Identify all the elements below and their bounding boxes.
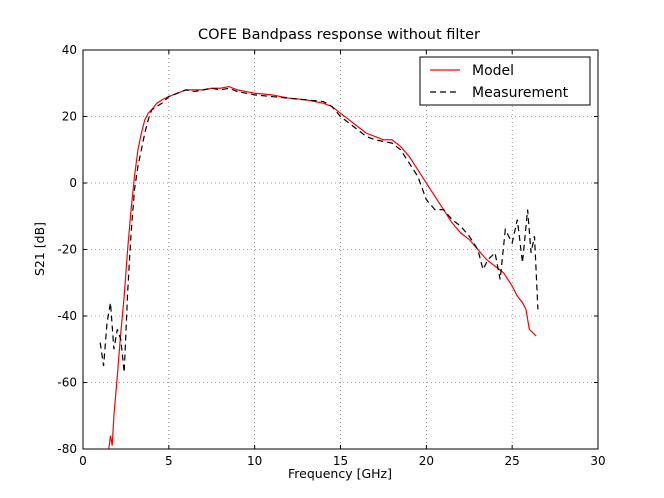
- x-tick-label: 25: [505, 454, 520, 468]
- legend-measurement-label: Measurement: [472, 85, 569, 101]
- y-tick-label: -40: [57, 309, 77, 323]
- series-line-measurement: [99, 87, 539, 373]
- series-line-model: [108, 85, 537, 449]
- x-tick-label: 10: [247, 454, 262, 468]
- x-tick-label: 15: [333, 454, 348, 468]
- ticks: 0 5 10 15 20 25 30 -80 -60 -40 -20 0 20 40: [57, 43, 605, 468]
- plot-frame: [82, 49, 599, 450]
- chart-title: COFE Bandpass response without filter: [198, 27, 480, 43]
- y-tick-label: 0: [69, 176, 77, 190]
- legend: Model Measurement: [419, 56, 591, 106]
- x-tick-label: 20: [419, 454, 434, 468]
- series-layer: [99, 85, 539, 449]
- legend-box: [419, 56, 591, 106]
- y-axis-label: S21 [dB]: [32, 222, 47, 276]
- x-tick-label: 0: [79, 454, 87, 468]
- legend-model-label: Model: [472, 63, 514, 79]
- x-tick-label: 5: [165, 454, 173, 468]
- x-tick-label: 30: [590, 454, 605, 468]
- grid: [83, 50, 598, 449]
- y-tick-label: -80: [57, 442, 77, 456]
- x-axis-label: Frequency [GHz]: [288, 466, 392, 481]
- y-tick-label: 20: [62, 110, 77, 124]
- y-tick-label: -20: [57, 243, 77, 257]
- y-tick-label: 40: [62, 43, 77, 57]
- y-tick-label: -60: [57, 376, 77, 390]
